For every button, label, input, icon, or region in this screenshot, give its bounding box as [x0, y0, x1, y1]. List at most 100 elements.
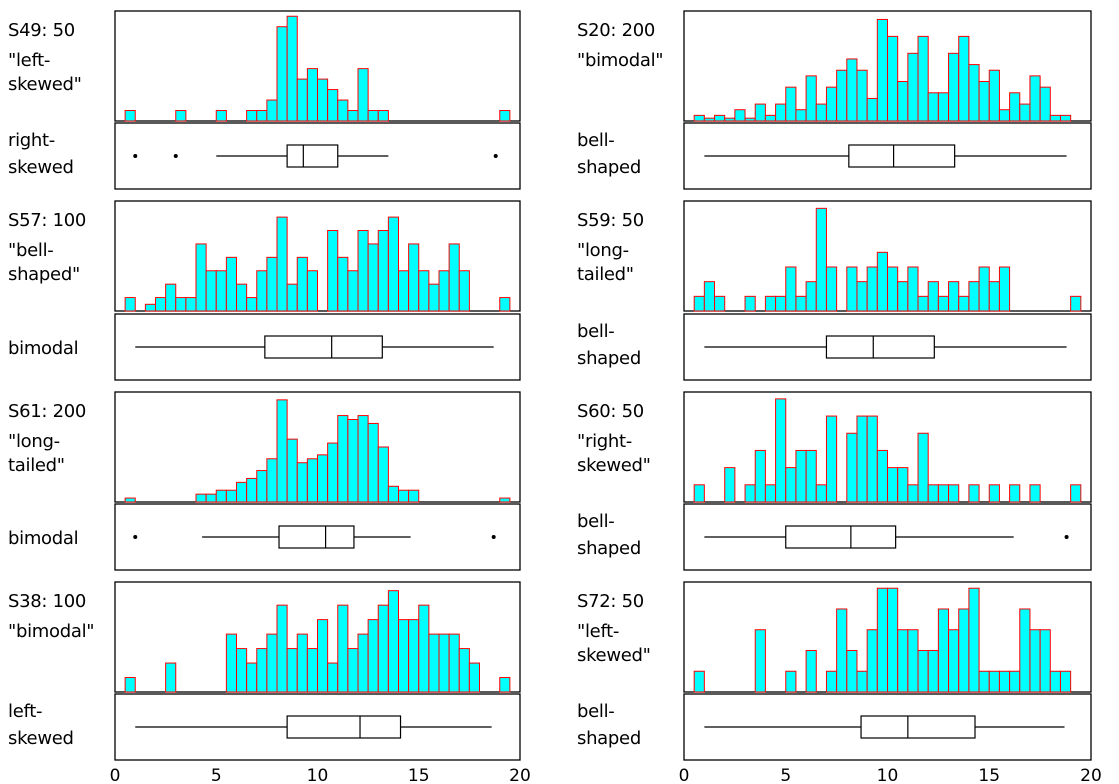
histogram-bar	[296, 633, 308, 693]
histogram-bar	[124, 677, 136, 693]
histogram-bar	[175, 110, 187, 122]
histogram-bar	[205, 270, 217, 312]
histogram-bar	[306, 68, 318, 122]
histogram-bar	[876, 587, 889, 693]
histogram-bar	[887, 467, 899, 503]
histogram-bar	[286, 648, 298, 693]
histogram-bar	[408, 243, 420, 312]
histogram-bar	[785, 266, 797, 312]
histogram-bar	[438, 633, 450, 693]
histogram-bar	[846, 266, 858, 312]
panel-5: S20: 200 "bimodal" bell-shaped	[577, 10, 1092, 190]
histogram-bar	[286, 438, 298, 503]
x-tick-label: 20	[509, 766, 531, 784]
histogram-bar	[764, 295, 777, 312]
histogram-bar	[327, 89, 339, 122]
histogram-bar	[296, 462, 308, 503]
histogram-bar	[1029, 75, 1041, 122]
histogram-bar	[236, 283, 248, 312]
histogram-bar	[337, 99, 349, 122]
x-tick-label: 10	[307, 766, 329, 784]
histogram-bar	[775, 295, 787, 312]
histogram-bar	[337, 415, 349, 503]
histogram-bar	[866, 266, 878, 312]
x-tick-label: 15	[408, 766, 430, 784]
histogram-bar	[256, 110, 268, 122]
histogram-bar	[377, 446, 389, 503]
histogram-bar	[448, 243, 460, 312]
shape-label: "bimodal"	[577, 50, 663, 71]
histogram-bar	[499, 297, 511, 312]
histogram-bar	[825, 266, 838, 312]
histogram-bar	[367, 619, 379, 693]
histogram-bar	[815, 484, 827, 503]
shape-label: skewed"	[577, 645, 651, 666]
histogram-bar	[907, 52, 919, 122]
quartile-box	[860, 715, 976, 739]
histogram-bar	[917, 295, 929, 312]
histogram-bar	[988, 484, 1000, 503]
histogram-bar	[927, 92, 939, 122]
histogram-bar	[499, 110, 511, 122]
panel-4: S38: 100 "bimodal" left-skewed	[8, 581, 521, 761]
histogram-bar	[754, 629, 766, 693]
histogram-bar	[937, 608, 950, 693]
histogram-bar	[124, 497, 136, 503]
histogram-bar	[225, 633, 237, 693]
histogram-bar	[246, 110, 258, 122]
histogram-bar	[367, 422, 379, 503]
histogram-bar	[937, 92, 950, 122]
boxplot-label: left-	[8, 701, 42, 722]
histogram-bar	[195, 493, 207, 503]
histogram-bar	[785, 670, 797, 693]
histogram-bar	[246, 297, 258, 312]
histogram-bar	[785, 467, 797, 503]
shape-label: "left-	[8, 50, 50, 71]
histogram-bar	[744, 295, 756, 312]
histogram-bar	[408, 619, 420, 693]
histogram-bar	[286, 15, 298, 122]
histogram-bar	[1059, 114, 1072, 122]
histogram-bar	[988, 69, 1000, 122]
boxplot-label: bimodal	[8, 528, 78, 549]
x-tick-label: 0	[679, 766, 690, 784]
histogram-bar	[907, 484, 919, 503]
histogram-bar	[205, 493, 217, 503]
panel-title: S57: 100	[8, 210, 86, 231]
outlier-point	[133, 535, 138, 539]
panel-title: S49: 50	[8, 20, 75, 41]
histogram-bar	[693, 484, 705, 503]
histogram-bar	[225, 256, 237, 312]
histogram-bar	[968, 484, 980, 503]
histogram-bar	[398, 619, 410, 693]
panel-title: S38: 100	[8, 591, 86, 612]
histogram-bar	[468, 662, 480, 693]
histogram-bar	[937, 295, 950, 312]
histogram-bar	[398, 489, 410, 503]
histogram-bar	[866, 97, 878, 122]
x-tick-label: 5	[211, 766, 222, 784]
histogram-bar	[1019, 103, 1031, 122]
histogram-bar	[714, 114, 726, 122]
histogram-bar	[968, 587, 980, 693]
histogram-bar	[215, 270, 227, 312]
histogram-bar	[165, 283, 177, 312]
histogram-bar	[1059, 670, 1072, 693]
outlier-point	[491, 535, 496, 539]
histogram-bar	[306, 270, 318, 312]
histogram-bar	[724, 467, 736, 503]
histogram-bar	[856, 670, 868, 693]
boxplot-label: bell-	[577, 130, 615, 151]
histogram-bar	[428, 633, 440, 693]
histogram-bar	[124, 297, 136, 312]
histogram-bar	[764, 484, 777, 503]
histogram-bar	[968, 64, 980, 122]
histogram-bar	[805, 75, 817, 122]
panel-title: S72: 50	[577, 591, 644, 612]
boxplot-label: shaped	[577, 538, 641, 559]
histogram-bar	[499, 497, 511, 503]
histogram-bar	[337, 256, 349, 312]
panel-8: S72: 50 "left-skewed" bell-shaped	[577, 581, 1092, 761]
histogram-bar	[276, 216, 288, 312]
histogram-bar	[276, 26, 288, 122]
